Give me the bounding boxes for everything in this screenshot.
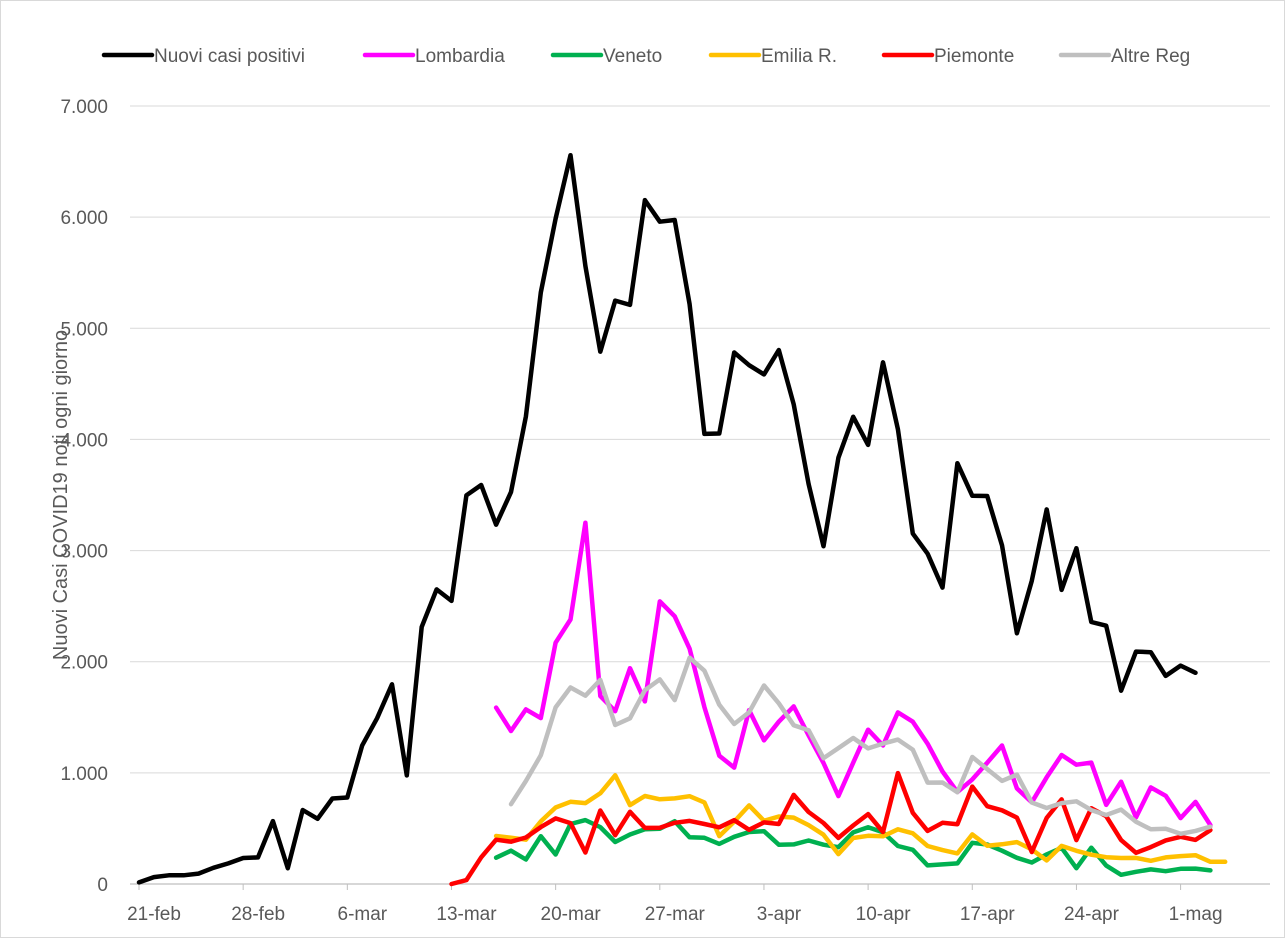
x-tick-label: 28-feb xyxy=(231,904,285,925)
legend: Nuovi casi positivi Lombardia Veneto Emilia… xyxy=(101,46,1190,67)
y-tick-label: 2.000 xyxy=(60,653,108,674)
x-tick-label: 13-mar xyxy=(436,904,497,925)
gridlines xyxy=(130,105,1270,774)
x-tick-label: 21-feb xyxy=(127,904,181,925)
legend-label: Nuovi casi positivi xyxy=(154,46,305,67)
y-tick-label: 3.000 xyxy=(60,542,108,563)
series-line xyxy=(508,655,1213,837)
legend-label: Altre Reg xyxy=(1111,46,1190,67)
x-tick-label: 24-apr xyxy=(1064,904,1120,925)
x-tick-label: 20-mar xyxy=(541,904,602,925)
y-tick-label: 5.000 xyxy=(60,319,108,340)
x-tick-label: 1-mag xyxy=(1169,904,1223,925)
x-tick-label: 17-apr xyxy=(960,904,1016,925)
x-tick-label: 10-apr xyxy=(856,904,912,925)
y-tick-label: 1.000 xyxy=(60,764,108,785)
y-tick-label: 7.000 xyxy=(60,97,108,118)
y-tick-label: 4.000 xyxy=(60,430,108,451)
y-tick-label: 6.000 xyxy=(60,208,108,229)
x-tick-label: 6-mar xyxy=(338,904,388,925)
y-axis-title: Nuovi Casi COVID19 noti ogni giorno xyxy=(50,330,72,660)
y-axis-tick-labels: 0 1.000 2.000 3.000 4.000 5.000 6.000 7.000 xyxy=(60,97,108,896)
x-tick-label: 27-mar xyxy=(645,904,706,925)
legend-label: Piemonte xyxy=(934,46,1014,67)
series-line xyxy=(493,520,1213,828)
x-axis xyxy=(130,883,1270,890)
x-tick-label: 3-apr xyxy=(757,904,802,925)
legend-label: Veneto xyxy=(603,46,662,67)
series-lines xyxy=(136,152,1228,887)
series-line xyxy=(136,152,1198,885)
x-axis-tick-labels: 21-feb 28-feb 6-mar 13-mar 20-mar 27-mar 3-apr… xyxy=(127,904,1222,925)
legend-label: Lombardia xyxy=(415,46,505,67)
legend-label: Emilia R. xyxy=(761,46,837,67)
series-line xyxy=(449,770,1213,887)
series-line xyxy=(493,817,1213,878)
y-tick-label: 0 xyxy=(97,875,108,896)
series-line xyxy=(493,773,1228,865)
